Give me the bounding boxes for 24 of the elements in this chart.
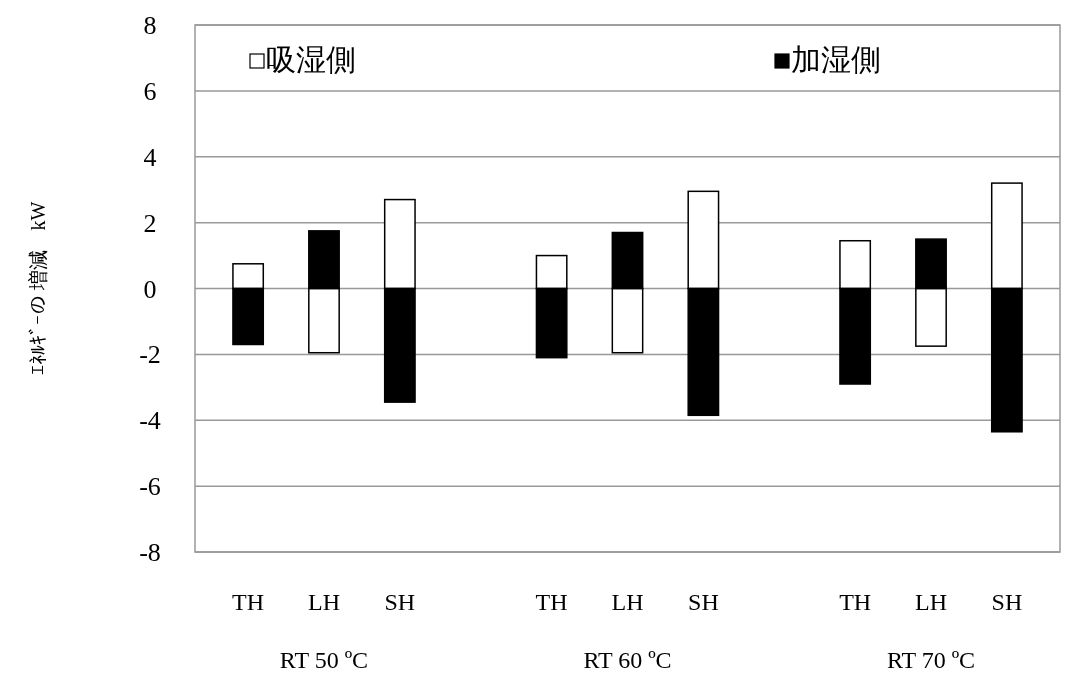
x-tick-label: TH [839,589,872,615]
y-tick-label: 0 [143,274,157,304]
y-tick-label: -2 [139,340,161,370]
y-tick-label: 4 [143,142,157,172]
x-tick-label: SH [991,589,1023,615]
x-tick-label: TH [535,589,568,615]
x-tick-label: LH [611,589,644,615]
y-tick-label: 8 [143,11,157,40]
legend-label: 吸湿側 [266,43,356,76]
x-tick-label: TH [232,589,265,615]
y-tick-label: 6 [143,76,157,106]
text: RT 60 ºC [583,647,672,673]
x-tick-label: SH [688,589,719,615]
text: RT 50 ºC [279,647,369,673]
y-tick-label: -6 [139,472,161,502]
y-tick-label: 2 [143,208,157,238]
x-tick-label: LH [915,589,948,615]
y-tick-label: -8 [139,538,161,567]
x-tick-label: LH [307,589,340,615]
x-tick-label: SH [384,589,416,615]
text: RT 70 ºC [886,647,976,673]
y-axis-title: ｴﾈﾙｷﾞｰの 増減 kW [27,201,49,376]
legend-label: 加湿側 [791,43,881,76]
y-tick-label: -4 [139,406,161,436]
